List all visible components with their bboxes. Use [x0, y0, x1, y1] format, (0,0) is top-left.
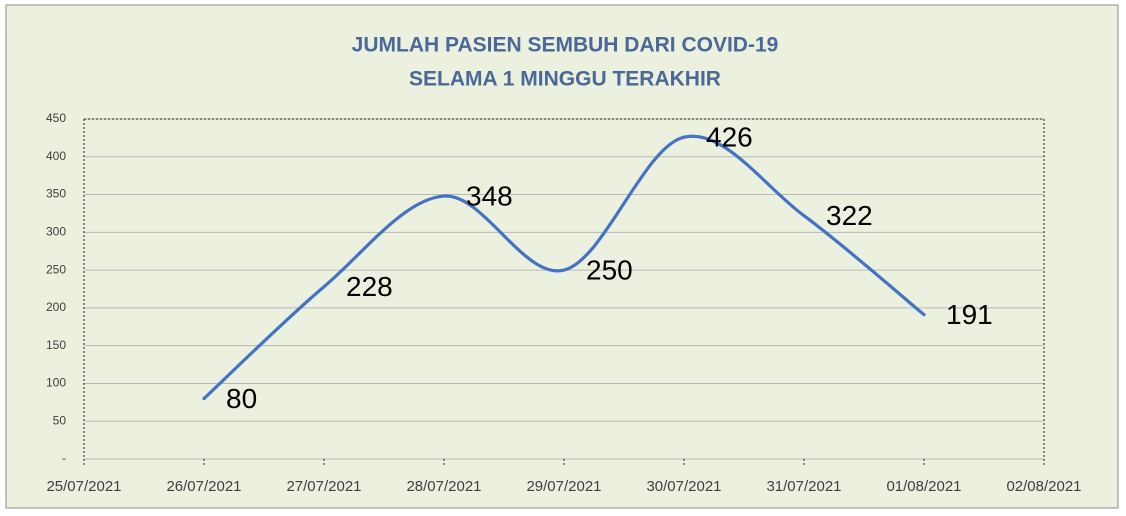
x-tick-label: 29/07/2021 [526, 478, 601, 495]
y-tick-label: 100 [46, 376, 66, 390]
data-label: 322 [826, 200, 873, 231]
x-tick-label: 26/07/2021 [166, 478, 241, 495]
data-label: 80 [226, 383, 257, 414]
x-tick-label: 01/08/2021 [886, 478, 961, 495]
x-tick-label: 28/07/2021 [406, 478, 481, 495]
y-tick-label: - [62, 451, 66, 465]
data-label: 250 [586, 255, 633, 286]
y-tick-label: 150 [46, 338, 66, 352]
data-label: 228 [346, 271, 393, 302]
chart-title: JUMLAH PASIEN SEMBUH DARI COVID-19 [352, 34, 779, 57]
data-label: 191 [946, 299, 993, 330]
y-tick-label: 250 [46, 262, 66, 276]
y-tick-label: 350 [46, 187, 66, 201]
x-tick-label: 27/07/2021 [286, 478, 361, 495]
chart-title: SELAMA 1 MINGGU TERAKHIR [409, 68, 721, 91]
chart-frame [5, 4, 1119, 509]
data-label: 426 [706, 122, 753, 153]
data-label: 348 [466, 180, 513, 211]
x-tick-label: 02/08/2021 [1006, 478, 1081, 495]
x-tick-label: 30/07/2021 [646, 478, 721, 495]
x-tick-label: 25/07/2021 [46, 478, 121, 495]
y-tick-label: 300 [46, 225, 66, 239]
y-tick-label: 200 [46, 300, 66, 314]
data-line [202, 134, 926, 401]
x-tick-label: 31/07/2021 [766, 478, 841, 495]
y-tick-label: 50 [53, 413, 67, 427]
y-tick-label: 450 [46, 111, 66, 125]
y-tick-label: 400 [46, 149, 66, 163]
